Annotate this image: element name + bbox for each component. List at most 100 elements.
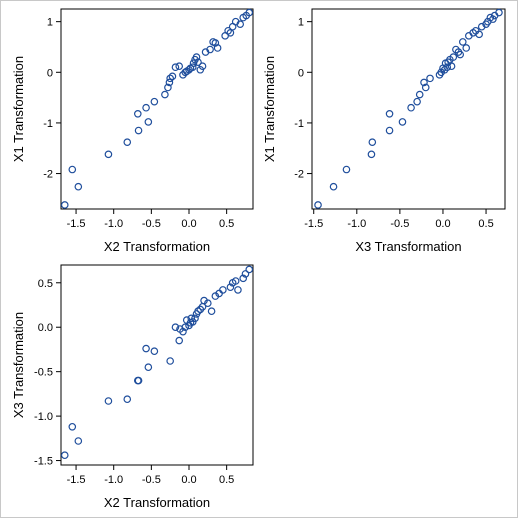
data-point [181, 68, 190, 77]
data-point [175, 62, 184, 71]
data-point [161, 90, 169, 99]
x-tick-label: 0.0 [181, 474, 196, 486]
data-point [123, 138, 132, 146]
data-point [168, 72, 177, 81]
data-point [104, 150, 113, 159]
data-point [368, 138, 377, 146]
data-point [462, 44, 471, 52]
y-tick-label: 0 [47, 67, 53, 79]
data-point [187, 314, 196, 323]
data-point [449, 53, 458, 61]
data-point [236, 20, 245, 28]
data-point [104, 397, 113, 405]
y-tick-label: 0.0 [38, 322, 53, 334]
data-point [165, 78, 174, 87]
x-axis-label: X3 Transformation [355, 239, 461, 254]
data-point [447, 62, 456, 71]
data-point [219, 286, 227, 294]
data-point [68, 165, 77, 174]
x-tick-label: -1.0 [104, 218, 123, 230]
data-point [164, 83, 172, 92]
y-tick-label: 1 [47, 17, 53, 29]
y-tick-label: -1.0 [34, 411, 53, 423]
data-point [144, 363, 153, 372]
x-tick-label: 0.0 [181, 218, 196, 230]
y-tick-label: -2 [294, 169, 304, 181]
y-tick-label: 0 [298, 67, 304, 79]
data-point [144, 118, 153, 126]
data-point [181, 323, 190, 332]
data-point [74, 182, 83, 191]
y-axis-label: X3 Transformation [11, 312, 26, 418]
y-tick-label: -1 [43, 118, 53, 130]
data-point [213, 44, 222, 52]
data-point [60, 201, 69, 209]
data-point [475, 30, 483, 39]
data-point [413, 97, 421, 106]
data-point [207, 307, 216, 316]
x-tick-label: 0.5 [478, 218, 493, 230]
data-point [385, 110, 394, 118]
x-tick-label: -0.5 [142, 474, 161, 486]
y-tick-label: 0.5 [38, 278, 53, 290]
data-point [314, 201, 322, 209]
x-tick-label: -1.0 [104, 474, 123, 486]
data-point [189, 59, 198, 67]
data-point [329, 182, 338, 191]
data-point [166, 74, 174, 83]
data-point [185, 65, 193, 74]
data-point [415, 90, 424, 99]
data-point [134, 110, 142, 118]
data-point [226, 283, 235, 292]
data-point [398, 118, 407, 126]
data-point [204, 299, 212, 308]
data-point [134, 376, 142, 385]
data-point [407, 103, 415, 112]
data-point [175, 336, 184, 345]
data-point [245, 8, 254, 17]
data-point [134, 126, 143, 135]
data-point [224, 26, 232, 35]
data-point [443, 63, 452, 72]
data-point [60, 451, 69, 460]
plot-area-border [60, 264, 254, 466]
y-tick-label: -1 [294, 118, 304, 130]
y-tick-label: -1.5 [34, 456, 53, 468]
data-point [142, 344, 150, 353]
y-tick-label: -2 [43, 169, 53, 181]
data-point [420, 78, 428, 87]
y-tick-label: 1 [298, 17, 304, 29]
data-point [191, 314, 199, 323]
data-point [495, 8, 503, 17]
x-tick-label: -1.5 [304, 218, 323, 230]
data-point [385, 126, 394, 135]
x-axis-label: X2 Transformation [104, 495, 210, 510]
data-point [342, 165, 351, 174]
x-tick-label: -1.5 [67, 218, 86, 230]
data-point [179, 327, 187, 336]
plot-area-border [311, 8, 506, 210]
x-tick-label: -1.5 [67, 474, 86, 486]
y-axis-label: X1 Transformation [11, 56, 26, 162]
data-point [489, 15, 497, 23]
x-tick-label: 0.0 [435, 218, 450, 230]
data-point [245, 265, 254, 274]
data-point [456, 50, 464, 59]
data-point [234, 286, 242, 294]
data-point [194, 58, 202, 66]
scatter-panel-2: -1.5 -1.0 -0.5 0.0 0.5 -2 -1 0 1 X3 Transformatio… [262, 8, 506, 254]
data-point [239, 274, 248, 283]
data-point [123, 395, 132, 404]
data-point [150, 347, 159, 356]
data-point [206, 45, 214, 54]
x-tick-label: -1.0 [347, 218, 366, 230]
data-point [188, 63, 197, 72]
data-point [241, 270, 250, 278]
data-point [171, 323, 180, 332]
y-tick-label: -0.5 [34, 367, 53, 379]
scatter-panel-3: -1.5 -1.0 -0.5 0.0 0.5 -1.5 -1.0 -0.5 0.0 0.5 X2 T… [11, 264, 254, 510]
x-axis-label: X2 Transformation [104, 239, 210, 254]
data-point [142, 103, 150, 112]
data-point [426, 74, 434, 83]
